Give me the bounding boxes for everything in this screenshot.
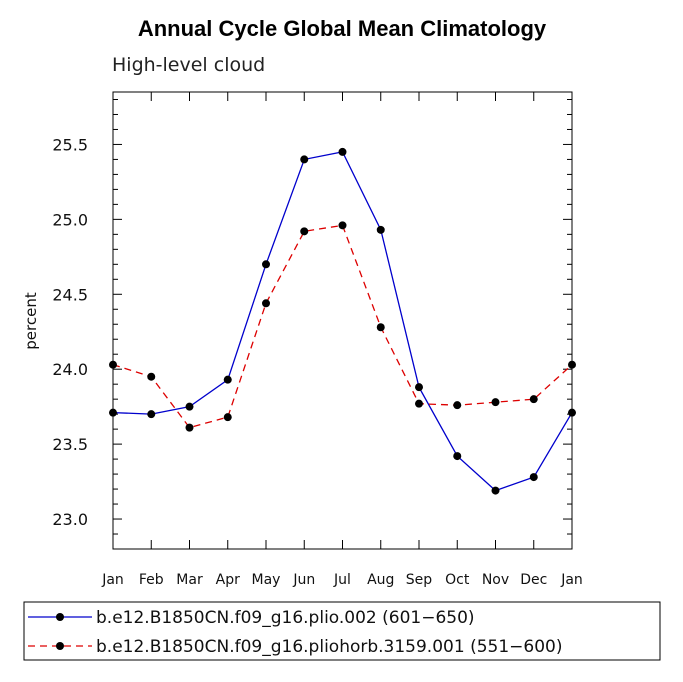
x-tick-label: Aug xyxy=(367,572,394,588)
x-tick-label: Jun xyxy=(292,572,315,588)
chart-title: Annual Cycle Global Mean Climatology xyxy=(138,16,547,41)
series-lines xyxy=(109,147,576,495)
x-tick-label: Apr xyxy=(216,572,240,588)
legend-marker-series-2 xyxy=(56,642,64,650)
series-1-point xyxy=(491,486,500,495)
x-tick-label: Oct xyxy=(445,572,470,588)
y-axis-label: percent xyxy=(22,292,40,350)
series-2-point xyxy=(300,227,309,236)
y-tick-label: 25.0 xyxy=(52,210,88,229)
series-1-point xyxy=(223,375,232,384)
series-1-line xyxy=(112,151,573,492)
y-tick-label: 25.5 xyxy=(52,135,88,154)
series-1-point xyxy=(300,155,309,164)
legend: b.e12.B1850CN.f09_g16.plio.002 (601−650)… xyxy=(23,601,661,661)
x-tick-label: Feb xyxy=(139,572,164,588)
tick-labels: 23.0 23.5 24.0 24.5 25.0 25.5 Jan Feb Mar Apr May J… xyxy=(52,135,582,588)
y-tick-label: 24.5 xyxy=(52,285,88,304)
plot-frame xyxy=(112,91,573,550)
y-tick-label: 23.5 xyxy=(52,435,88,454)
series-1-point xyxy=(338,147,347,156)
series-2-line xyxy=(112,224,573,429)
series-2-point xyxy=(529,395,538,404)
x-tick-label: Sep xyxy=(406,572,433,588)
series-1-point xyxy=(376,225,385,234)
series-1-point xyxy=(262,260,270,269)
x-tick-label: Jul xyxy=(333,572,351,588)
series-2-point xyxy=(376,323,385,332)
legend-label-series-2: b.e12.B1850CN.f09_g16.pliohorb.3159.001 … xyxy=(96,637,562,657)
x-tick-label: Jan xyxy=(101,572,124,588)
x-tick-label: Nov xyxy=(482,572,509,588)
series-2-point xyxy=(262,299,270,308)
legend-box xyxy=(23,601,661,661)
series-2-point xyxy=(453,401,462,410)
series-2-point xyxy=(338,221,347,230)
series-1-point xyxy=(147,410,156,419)
legend-label-series-1: b.e12.B1850CN.f09_g16.plio.002 (601−650) xyxy=(96,608,475,628)
x-tick-label: May xyxy=(252,572,281,588)
series-1-point xyxy=(453,452,462,461)
series-2-point xyxy=(147,372,156,381)
legend-marker-series-1 xyxy=(56,613,64,621)
series-2-point xyxy=(185,423,194,432)
y-tick-label: 24.0 xyxy=(52,360,88,379)
chart-subtitle: High-level cloud xyxy=(112,54,265,76)
x-tick-label: Dec xyxy=(520,572,547,588)
series-2-point xyxy=(491,398,500,407)
y-tick-label: 23.0 xyxy=(52,510,88,529)
series-2-point xyxy=(415,399,423,408)
series-1-point xyxy=(185,402,194,411)
series-1-point xyxy=(415,383,423,392)
series-1-point xyxy=(529,473,538,482)
x-tick-label: Mar xyxy=(176,572,203,588)
x-tick-label: Jan xyxy=(560,572,583,588)
series-2-point xyxy=(223,413,232,422)
axis-ticks xyxy=(112,92,573,550)
